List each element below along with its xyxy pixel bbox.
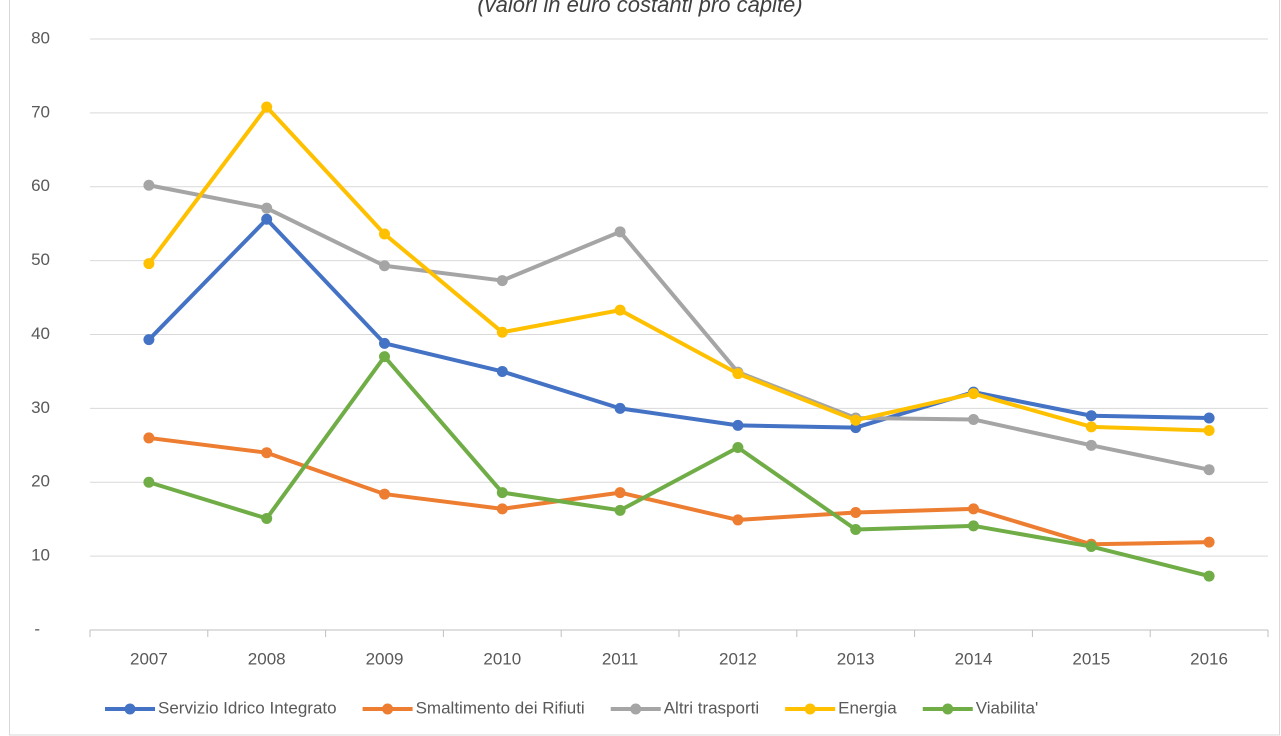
series-marker	[850, 414, 862, 426]
y-tick-label: -	[34, 619, 40, 638]
legend-marker	[630, 703, 642, 715]
legend-label: Altri trasporti	[664, 698, 759, 717]
series-marker	[732, 368, 744, 380]
series-marker	[614, 504, 626, 516]
x-tick-label: 2007	[130, 649, 168, 668]
y-tick-label: 20	[31, 472, 50, 491]
series-marker	[968, 503, 979, 515]
legend-marker	[124, 703, 136, 715]
series-marker	[496, 326, 508, 338]
series-marker	[614, 402, 626, 414]
series-marker	[1203, 536, 1215, 548]
y-tick-label: 30	[31, 398, 50, 417]
legend-marker	[382, 703, 394, 715]
series-marker	[732, 514, 744, 526]
legend-label: Viabilita'	[976, 698, 1038, 717]
y-tick-label: 10	[31, 546, 50, 565]
series-marker	[1203, 412, 1215, 424]
series-marker	[379, 337, 390, 349]
series-marker	[1085, 410, 1097, 422]
x-tick-label: 2011	[602, 649, 639, 668]
x-tick-label: 2010	[483, 649, 521, 668]
y-tick-label: 70	[31, 102, 50, 121]
series-marker	[496, 503, 508, 515]
x-tick-label: 2016	[1190, 649, 1228, 668]
series-marker	[968, 413, 979, 425]
y-tick-label: 60	[31, 176, 50, 195]
series-line	[148, 435, 1210, 547]
series-marker	[496, 487, 508, 499]
series-marker	[261, 213, 273, 225]
series-marker	[143, 258, 155, 270]
series-marker	[1085, 421, 1097, 433]
series-marker	[1203, 570, 1215, 582]
series-line	[148, 354, 1210, 579]
x-tick-label: 2013	[837, 649, 875, 668]
y-tick-label: 40	[31, 324, 50, 343]
x-tick-label: 2015	[1072, 649, 1110, 668]
y-tick-label: 50	[31, 250, 50, 269]
legend-label: Servizio Idrico Integrato	[158, 698, 337, 717]
series-marker	[143, 179, 155, 191]
series-marker	[379, 260, 390, 272]
series-marker	[614, 304, 626, 316]
series-line	[147, 217, 1210, 430]
legend-label: Smaltimento dei Rifiuti	[416, 698, 585, 717]
legend-marker	[804, 703, 816, 715]
series-marker	[261, 512, 273, 524]
series-marker	[732, 442, 744, 454]
series-marker	[379, 488, 390, 500]
x-tick-label: 2012	[719, 649, 757, 668]
series-marker	[968, 388, 979, 400]
x-tick-label: 2009	[366, 649, 404, 668]
series-line	[147, 104, 1210, 433]
x-tick-label: 2008	[248, 649, 286, 668]
series-marker	[1203, 425, 1215, 437]
series-line	[148, 183, 1210, 472]
legend-label: Energia	[838, 698, 897, 717]
chart-border	[9, 0, 1280, 736]
series-marker	[143, 334, 155, 346]
series-marker	[968, 520, 979, 532]
chart-subtitle: (valori in euro costanti pro capite)	[477, 0, 802, 17]
series-marker	[850, 524, 862, 536]
series-marker	[261, 447, 273, 459]
series-marker	[1203, 464, 1215, 476]
series-marker	[614, 226, 626, 238]
series-marker	[614, 487, 626, 499]
series-marker	[261, 202, 273, 214]
series-marker	[143, 432, 155, 444]
series-marker	[496, 365, 508, 377]
series-marker	[1085, 541, 1097, 553]
series-marker	[732, 419, 744, 431]
y-tick-label: 80	[31, 28, 50, 47]
legend-marker	[942, 703, 954, 715]
series-marker	[496, 275, 508, 287]
series-marker	[850, 507, 862, 519]
series-marker	[1085, 439, 1097, 451]
series-marker	[143, 476, 155, 488]
series-marker	[261, 101, 273, 113]
series-marker	[379, 351, 390, 363]
series-marker	[379, 228, 390, 240]
x-tick-label: 2014	[955, 649, 993, 668]
